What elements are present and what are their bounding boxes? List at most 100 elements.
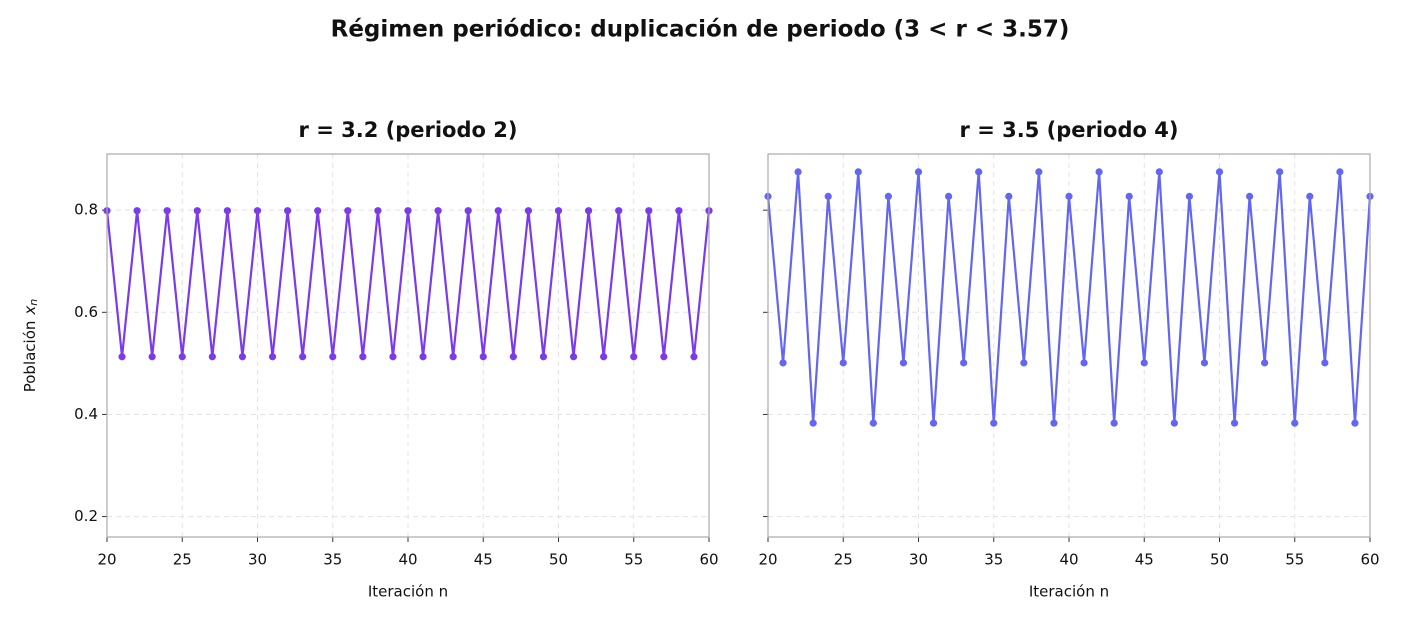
y-tick-label: 0.8 xyxy=(74,201,98,219)
x-tick-label: 40 xyxy=(1059,551,1078,569)
data-point xyxy=(479,353,487,361)
data-point xyxy=(1291,419,1299,427)
axes-title: r = 3.5 (periodo 4) xyxy=(960,118,1179,142)
x-tick-label: 35 xyxy=(984,551,1003,569)
data-point xyxy=(419,353,427,361)
y-label-sub: n xyxy=(27,299,40,306)
x-tick-label: 45 xyxy=(474,551,493,569)
y-label-var: x xyxy=(21,306,39,316)
data-point xyxy=(1020,359,1028,367)
data-point xyxy=(314,207,322,215)
data-point xyxy=(1321,359,1329,367)
data-point xyxy=(779,359,787,367)
data-point xyxy=(1095,168,1103,176)
x-tick-label: 30 xyxy=(248,551,267,569)
data-point xyxy=(630,353,638,361)
data-point xyxy=(929,419,938,427)
data-point xyxy=(434,207,442,215)
data-point xyxy=(1035,168,1043,176)
data-point xyxy=(178,353,186,361)
data-point xyxy=(1215,168,1224,176)
data-point xyxy=(660,353,668,361)
data-point xyxy=(945,192,953,200)
data-point xyxy=(869,419,877,427)
data-point xyxy=(1306,192,1314,200)
data-point xyxy=(1336,168,1344,176)
data-point xyxy=(539,353,548,361)
figure-title: Régimen periódico: duplicación de period… xyxy=(331,17,1070,43)
data-point xyxy=(1110,419,1118,427)
data-point xyxy=(344,207,352,215)
x-tick-label: 25 xyxy=(834,551,853,569)
x-tick-label: 55 xyxy=(624,551,643,569)
x-tick-label: 50 xyxy=(549,551,568,569)
data-point xyxy=(1170,419,1178,427)
data-point xyxy=(1155,168,1163,176)
data-point xyxy=(1185,192,1193,200)
data-point xyxy=(690,353,698,361)
x-tick-label: 20 xyxy=(758,551,777,569)
x-tick-label: 40 xyxy=(398,551,417,569)
data-point xyxy=(824,192,832,200)
data-point xyxy=(133,207,141,215)
data-point xyxy=(1005,192,1013,200)
data-point xyxy=(899,359,908,367)
data-point xyxy=(914,168,923,176)
data-point xyxy=(148,353,156,361)
data-point xyxy=(794,168,802,176)
data-point xyxy=(193,207,201,215)
y-label-text: Población xyxy=(21,321,39,393)
data-point xyxy=(464,207,472,215)
data-point xyxy=(253,207,262,215)
x-tick-label: 35 xyxy=(323,551,342,569)
data-point xyxy=(675,207,683,215)
x-tick-label: 30 xyxy=(909,551,928,569)
data-point xyxy=(509,353,517,361)
x-tick-label: 20 xyxy=(97,551,116,569)
data-point xyxy=(975,168,983,176)
data-point xyxy=(1125,192,1133,200)
data-point xyxy=(449,353,457,361)
data-point xyxy=(854,168,862,176)
data-point xyxy=(284,207,292,215)
data-point xyxy=(1276,168,1284,176)
x-tick-label: 60 xyxy=(1360,551,1379,569)
data-point xyxy=(1246,192,1254,200)
data-point xyxy=(1351,419,1359,427)
data-point xyxy=(1065,192,1073,200)
data-point xyxy=(809,419,817,427)
data-point xyxy=(389,353,397,361)
data-point xyxy=(990,419,998,427)
data-point xyxy=(118,353,126,361)
data-point xyxy=(960,359,968,367)
data-point xyxy=(299,353,307,361)
data-point xyxy=(645,207,653,215)
data-point xyxy=(1080,359,1088,367)
data-point xyxy=(615,207,623,215)
data-point xyxy=(1200,359,1209,367)
axes-frame xyxy=(767,153,1371,538)
data-point xyxy=(569,353,578,361)
x-tick-label: 55 xyxy=(1285,551,1304,569)
y-axis-label: Población xn xyxy=(21,299,41,393)
data-point xyxy=(163,207,171,215)
data-point xyxy=(208,353,216,361)
data-point xyxy=(238,353,247,361)
y-tick-label: 0.2 xyxy=(74,507,98,525)
data-point xyxy=(884,192,893,200)
x-tick-label: 50 xyxy=(1210,551,1229,569)
data-point xyxy=(374,207,382,215)
data-point xyxy=(1230,419,1239,427)
axes-frame xyxy=(106,153,710,538)
data-point xyxy=(600,353,608,361)
axes-title: r = 3.2 (periodo 2) xyxy=(299,118,518,142)
x-axis-label: Iteración n xyxy=(368,583,448,601)
data-point xyxy=(554,207,563,215)
data-point xyxy=(839,359,847,367)
data-point xyxy=(223,207,231,215)
data-point xyxy=(404,207,412,215)
data-line xyxy=(766,170,1372,425)
x-tick-label: 45 xyxy=(1135,551,1154,569)
x-tick-label: 25 xyxy=(173,551,192,569)
